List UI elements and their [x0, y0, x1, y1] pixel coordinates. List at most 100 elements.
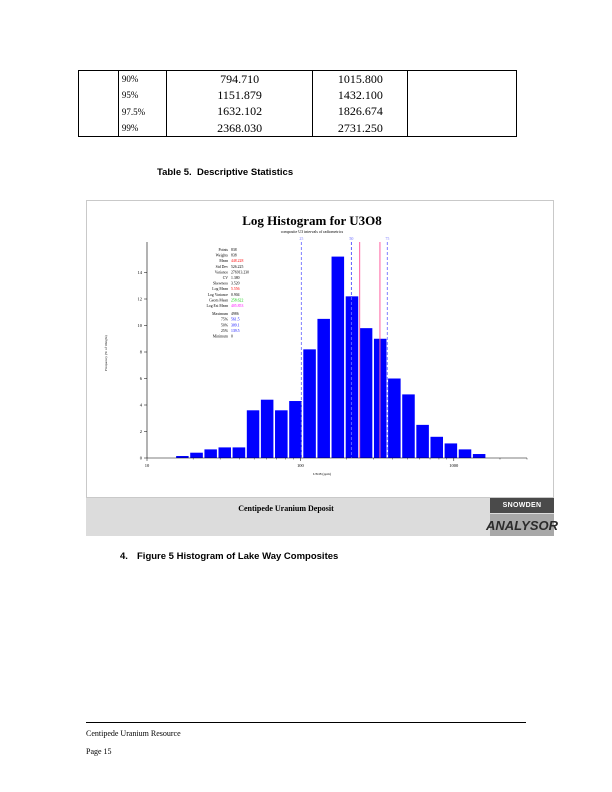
y-tick-label: 8	[140, 350, 143, 355]
stat-label: Log Variance	[208, 293, 229, 297]
histogram-bar	[190, 452, 203, 458]
histogram-bar	[218, 447, 231, 458]
percentile-line-label: 50	[349, 236, 353, 241]
percentile-cell: 95%	[117, 87, 167, 104]
histogram-bar	[204, 449, 217, 458]
stat-value: 139.5	[231, 329, 240, 333]
stat-label: Log Est Mean	[206, 304, 228, 308]
figure-footer-band: Centipede Uranium Deposit	[86, 498, 554, 536]
percentile-line-label: 75	[385, 236, 389, 241]
y-tick-label: 0	[140, 456, 143, 461]
row-empty-cell	[407, 120, 517, 137]
stat-value: 561.5	[231, 318, 240, 322]
chart-subtitle: composite U3 intervals of radiometrics	[281, 229, 344, 234]
stat-value: 448.228	[231, 259, 243, 263]
table-row: 95% 1151.879 1432.100	[78, 87, 517, 104]
y-axis-label: Frequency (% of Weight)	[104, 334, 108, 370]
value-2-cell: 1432.100	[312, 87, 409, 104]
stat-label: 75%	[221, 318, 229, 322]
histogram-chart: Log Histogram for U3O8 composite U3 inte…	[104, 213, 528, 476]
histogram-bar	[260, 399, 274, 458]
histogram-bar	[331, 256, 345, 458]
stat-label: Mean	[219, 259, 228, 263]
stat-value: 0.904	[231, 293, 240, 297]
table-caption-number: Table 5.	[157, 167, 192, 178]
stat-value: 5.556	[231, 287, 240, 291]
histogram-bar	[289, 401, 302, 458]
stat-label: 25%	[221, 329, 229, 333]
percentile-table: 90% 794.710 1015.800 95% 1151.879 1432.100 97.…	[78, 70, 517, 137]
value-2-cell: 2731.250	[312, 120, 409, 137]
histogram-bar	[444, 443, 458, 458]
histogram-bar	[176, 456, 189, 458]
histogram-bar	[275, 410, 288, 458]
y-tick-label: 10	[138, 323, 143, 328]
histogram-bar	[402, 394, 415, 458]
stat-value: 838	[231, 254, 237, 258]
row-spacer-cell	[78, 87, 119, 104]
histogram-bar	[416, 424, 429, 458]
histogram-bar	[472, 454, 486, 458]
row-spacer-cell	[78, 103, 119, 120]
histogram-bar	[430, 436, 444, 458]
stat-value: 526.225	[231, 265, 243, 269]
stat-label: Skewness	[213, 282, 228, 286]
histogram-bar	[388, 378, 401, 458]
y-tick-label: 12	[138, 297, 143, 302]
row-spacer-cell	[78, 70, 119, 87]
stat-label: CV	[223, 276, 229, 280]
deposit-label: Centipede Uranium Deposit	[238, 504, 334, 513]
value-1-cell: 1632.102	[165, 103, 314, 120]
stat-value: 1.380	[231, 276, 240, 280]
figure-heading-title: Figure 5 Histogram of Lake Way Composite…	[137, 551, 339, 562]
page-footer-rule	[86, 722, 526, 723]
table-row: 90% 794.710 1015.800	[78, 70, 517, 87]
stat-value: 0	[231, 335, 233, 339]
chart-title: Log Histogram for U3O8	[242, 213, 382, 228]
stat-label: Log Mean	[212, 287, 228, 291]
stat-label: Weights	[216, 254, 229, 258]
stat-value: 838	[231, 248, 237, 252]
histogram-figure: Log Histogram for U3O8 composite U3 inte…	[86, 200, 554, 498]
table-row: 97.5% 1632.102 1826.674	[78, 103, 517, 120]
table-caption-title: Descriptive Statistics	[197, 167, 294, 178]
figure-heading-number: 4.	[120, 551, 128, 562]
y-tick-label: 6	[140, 376, 143, 381]
stat-label: 50%	[221, 323, 229, 327]
stat-label: Maximum	[212, 312, 228, 316]
histogram-bar	[345, 296, 359, 458]
stat-label: Variance	[215, 270, 229, 274]
value-2-cell: 1015.800	[312, 70, 409, 87]
stat-label: Std Dev	[216, 265, 228, 269]
value-1-cell: 2368.030	[165, 120, 314, 137]
percentile-cell: 97.5%	[117, 103, 167, 120]
histogram-bar	[246, 410, 260, 458]
stat-value: 258.622	[231, 298, 243, 302]
row-spacer-cell	[78, 120, 119, 137]
table-row: 99% 2368.030 2731.250	[78, 120, 517, 137]
stat-value: 3.520	[231, 282, 240, 286]
snowden-logo: SNOWDEN	[490, 498, 554, 513]
stat-label: Geom Mean	[209, 298, 228, 302]
percentile-cell: 99%	[117, 120, 167, 137]
x-axis-label: U3O8 (ppm)	[313, 472, 332, 476]
x-tick-label: 100	[297, 463, 305, 468]
percentile-cell: 90%	[117, 70, 167, 87]
y-tick-label: 4	[140, 403, 143, 408]
analysor-logo: ANALYSOR	[486, 514, 558, 536]
x-tick-label: 1000	[449, 463, 459, 468]
row-empty-cell	[407, 70, 517, 87]
histogram-bar	[317, 318, 330, 458]
percentile-line-label: 25	[299, 236, 303, 241]
y-tick-label: 2	[140, 429, 142, 434]
histogram-bar	[458, 449, 472, 458]
value-1-cell: 794.710	[165, 70, 314, 87]
row-empty-cell	[407, 103, 517, 120]
stat-value: 309.1	[231, 323, 240, 327]
value-2-cell: 1826.674	[312, 103, 409, 120]
stat-label: Points	[219, 248, 229, 252]
histogram-bar	[303, 349, 316, 458]
y-tick-label: 14	[138, 270, 143, 275]
stat-value: 4986	[231, 312, 239, 316]
value-1-cell: 1151.879	[165, 87, 314, 104]
